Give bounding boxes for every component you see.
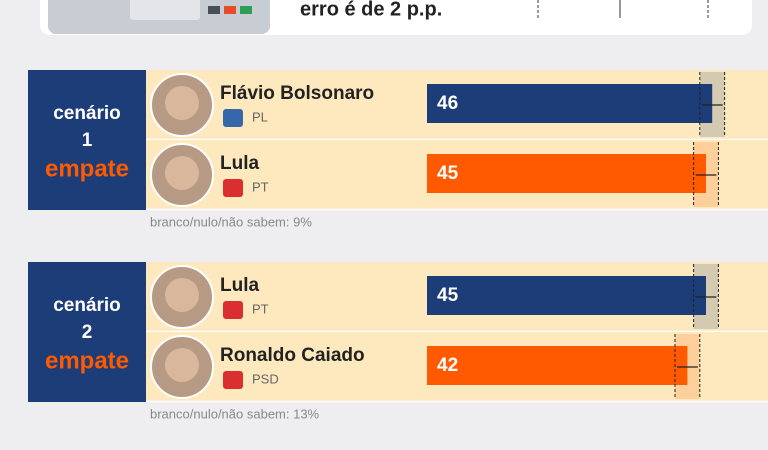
banner-text: erro é de 2 p.p. (300, 0, 442, 20)
key (240, 6, 252, 14)
candidate-name: Lula (220, 153, 259, 174)
bar (427, 154, 706, 193)
scenario-number: 2 (82, 322, 93, 343)
candidate-name: Ronaldo Caiado (220, 345, 365, 366)
party-logo (223, 179, 243, 197)
note: branco/nulo/não sabem: 13% (150, 406, 320, 421)
photo-face (165, 86, 199, 120)
ballot-screen (130, 0, 200, 20)
value-label: 45 (437, 285, 459, 306)
note: branco/nulo/não sabem: 9% (150, 214, 312, 229)
scenario-status: empate (45, 155, 129, 182)
photo-face (165, 348, 199, 382)
candidate-name: Lula (220, 275, 259, 296)
scenario-number: 1 (82, 130, 93, 151)
party-name: PT (252, 301, 269, 316)
party-logo (223, 301, 243, 319)
bar (427, 276, 706, 315)
scenario-label: cenário (53, 103, 121, 124)
scenario-box (28, 262, 146, 402)
party-logo (223, 109, 243, 127)
candidate-name: Flávio Bolsonaro (220, 83, 374, 104)
photo-face (165, 156, 199, 190)
value-label: 45 (437, 163, 459, 184)
key (208, 6, 220, 14)
scenario-label: cenário (53, 295, 121, 316)
bar (427, 84, 713, 123)
party-name: PSD (252, 371, 279, 386)
scenario-status: empate (45, 347, 129, 374)
party-logo (223, 371, 243, 389)
scenario-box (28, 70, 146, 210)
value-label: 46 (437, 93, 458, 114)
value-label: 42 (437, 355, 458, 376)
party-name: PT (252, 179, 269, 194)
photo-face (165, 278, 199, 312)
key (224, 6, 236, 14)
party-name: PL (252, 109, 268, 124)
bar (427, 346, 688, 385)
